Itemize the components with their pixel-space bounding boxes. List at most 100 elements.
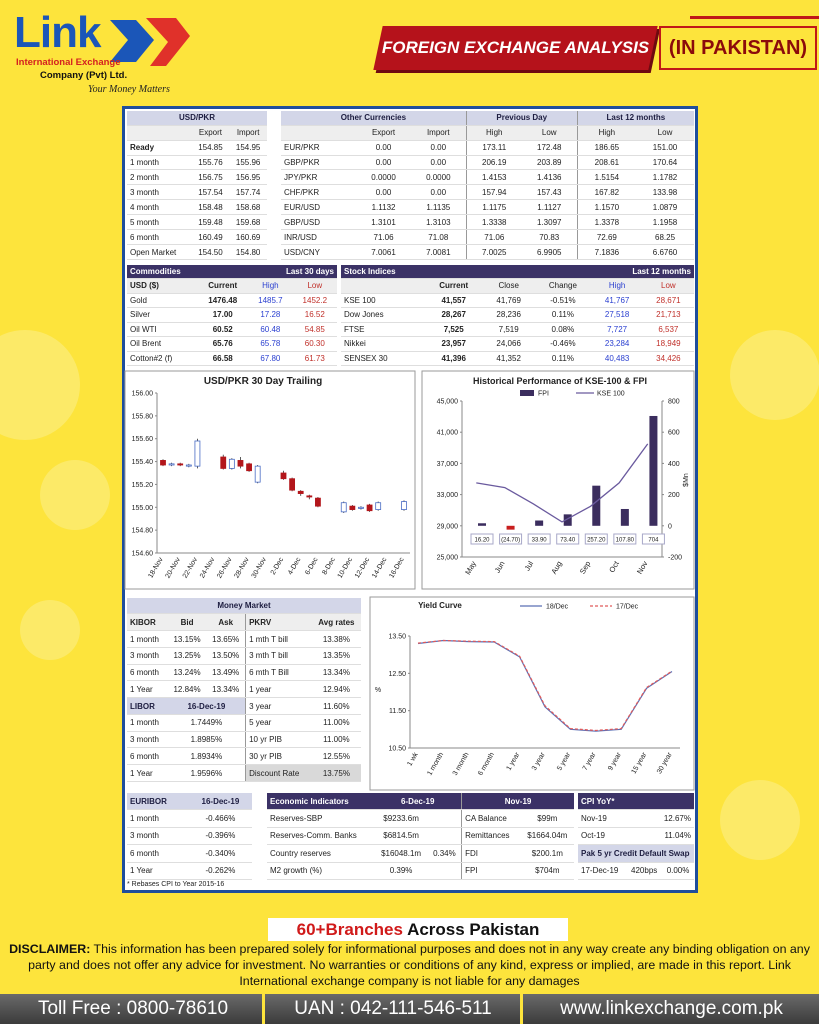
table-cell: 13.24%	[167, 664, 207, 682]
page-subtitle: (IN PAKISTAN)	[659, 26, 817, 70]
table-row: Nov-19 12.67%	[578, 809, 694, 828]
table-cell: 72.69	[576, 229, 637, 246]
branches-count: 60+Branches	[296, 920, 403, 939]
table-row: 6 month 160.49 160.69	[127, 229, 267, 246]
table-cell: Ready	[127, 140, 192, 156]
table-row: Reserves-SBP $9233.6m CA Balance $99m	[267, 809, 574, 828]
table-row: 6 month 1.8934% 30 yr PIB 12.55%	[127, 747, 361, 766]
table-cell: Avg rates	[311, 613, 361, 632]
bar	[535, 520, 544, 526]
table-cell: 1 mth T bill	[245, 630, 312, 648]
table-cell: Money Market	[127, 598, 361, 615]
y2-tick-label: 0	[668, 523, 672, 530]
candle-body	[246, 463, 252, 472]
website: www.linkexchange.com.pk	[560, 998, 783, 1019]
table-cell: 13.34%	[206, 680, 246, 699]
table-row: JPY/PKR 0.0000 0.0000 1.4153 1.4136 1.5154 1.1…	[281, 169, 694, 186]
table-cell: 16-Dec-19	[167, 697, 246, 715]
table-cell: 0.00	[410, 184, 467, 201]
table-row: Export Import	[127, 125, 267, 141]
table-cell: Gold	[127, 293, 198, 309]
table-cell: Remittances	[461, 827, 521, 846]
table-cell: USD ($)	[127, 278, 198, 294]
table-cell: 1.4153	[465, 169, 522, 186]
table-cell: 13.75%	[311, 764, 361, 782]
legend-label: 18/Dec	[546, 604, 569, 611]
candle-body	[375, 502, 382, 510]
table-cell: 1.5154	[576, 169, 637, 186]
y-tick-label: 11.50	[389, 708, 406, 715]
y-tick-label: 155.40	[132, 459, 154, 466]
line	[417, 639, 673, 732]
table-row: LIBOR 16-Dec-19 3 year 11.60%	[127, 697, 361, 715]
table-cell: 0.34%	[427, 844, 462, 863]
candle-body	[185, 464, 192, 467]
bar	[506, 525, 515, 530]
table-cell: 7,525	[424, 322, 484, 338]
table-cell: CHF/PKR	[281, 184, 357, 201]
table-cell: Low	[292, 278, 337, 294]
table-cell: 67.80	[248, 351, 293, 366]
y2-tick-label: 200	[668, 492, 680, 499]
decoration	[40, 460, 110, 530]
table-cell: 23,284	[591, 336, 643, 352]
y-tick-label: 25,000	[437, 555, 459, 562]
table-cell: 17-Dec-19	[578, 862, 627, 880]
table-row: KSE 100 41,557 41,769 -0.51% 41,767 28,671	[341, 293, 694, 309]
table-cell: 157.54	[191, 184, 230, 201]
y2-tick-label: 600	[668, 430, 680, 437]
table-cell: 0.11%	[534, 307, 592, 323]
table-cell: 0.08%	[534, 322, 592, 338]
table-cell: 1 month	[127, 809, 189, 828]
table-cell: Nov-19	[461, 793, 574, 811]
table-cell: Export	[191, 125, 230, 141]
table-cell: 208.61	[576, 155, 637, 171]
table-cell: 133.98	[636, 184, 694, 201]
bar	[649, 415, 658, 526]
table-row: Commodities Last 30 days	[127, 265, 337, 280]
value-label: 107.80	[616, 538, 635, 544]
table-row: Open Market 154.50 154.80	[127, 244, 267, 260]
table-row: 1 month 1.7449% 5 year 11.00%	[127, 714, 361, 732]
value-label-box	[613, 533, 637, 545]
table-cell: Pak 5 yr Credit Default Swap	[578, 844, 694, 863]
table-row: 17-Dec-19 420bps 0.00%	[578, 862, 694, 880]
table-cell: 186.65	[576, 140, 637, 156]
y2-tick-label: 400	[668, 461, 680, 468]
candle-body	[177, 463, 184, 466]
candle-body	[340, 502, 347, 513]
table-cell: SENSEX 30	[341, 351, 425, 366]
table-cell: Stock Indices	[341, 265, 535, 280]
x-tick-label: Jul	[523, 559, 536, 572]
table-cell: Close	[483, 278, 535, 294]
table-cell: 13.25%	[167, 647, 207, 665]
decoration	[20, 600, 80, 660]
chart-frame	[369, 596, 695, 791]
table-cell: 160.49	[191, 229, 230, 246]
table-cell: Current	[424, 278, 484, 294]
table-row: Export Import High Low High Low	[281, 125, 694, 141]
table-row: Pak 5 yr Credit Default Swap	[578, 844, 694, 863]
table-row: 1 Year -0.262%	[127, 862, 252, 880]
table-cell: 0.0000	[410, 169, 467, 186]
table-cell: Oct-19	[578, 827, 627, 846]
table-cell: 13.35%	[311, 647, 361, 665]
table-row: 1 month 13.15% 13.65% 1 mth T bill 13.38%	[127, 630, 361, 648]
table-cell: 41,769	[483, 293, 535, 309]
table-cell: M2 growth (%)	[267, 862, 375, 880]
branches-text: Across Pakistan	[407, 920, 540, 939]
table-cell: Ask	[206, 613, 246, 632]
table-cell: EUR/USD	[281, 199, 357, 216]
table-row: 3 month 1.8985% 10 yr PIB 11.00%	[127, 731, 361, 749]
table-cell: GBP/PKR	[281, 155, 357, 171]
table-row: M2 growth (%) 0.39% FPI $704m	[267, 862, 574, 880]
table-cell: 71.08	[410, 229, 467, 246]
table-cell: 1.1175	[465, 199, 522, 216]
table-cell: Economic Indicators	[267, 793, 375, 811]
table-row: Reserves-Comm. Banks $6814.5m Remittances $…	[267, 827, 574, 846]
table-row: 3 month 13.25% 13.50% 3 mth T bill 13.35%	[127, 647, 361, 665]
tagline: Your Money Matters	[88, 84, 170, 95]
table-cell: Low	[636, 125, 694, 141]
y-tick-label: 155.60	[132, 436, 154, 443]
